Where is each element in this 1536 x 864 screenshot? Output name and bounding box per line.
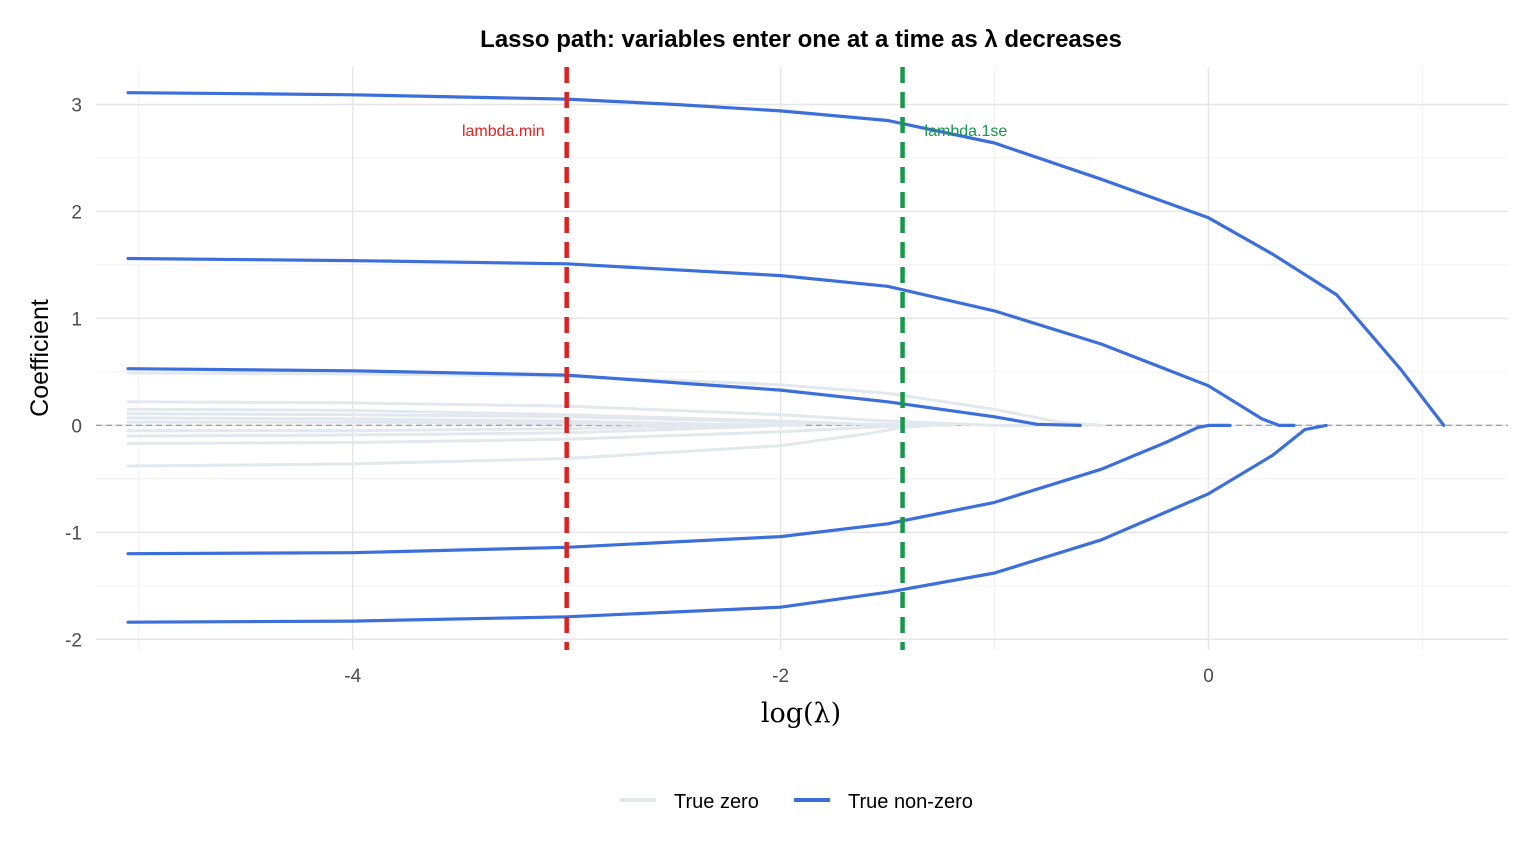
y-tick-label: 2 [71,202,82,223]
y-tick-label: -2 [65,630,82,651]
x-axis-ticks: -4 -2 0 [344,666,1213,687]
true-zero-coefficient-line [126,371,1103,427]
true-zero-coefficient-line [126,412,932,427]
y-axis-ticks: -2 -1 0 1 2 3 [65,95,82,651]
lambda-1se-label: lambda.1se [925,123,1008,140]
y-tick-label: 1 [71,309,82,330]
x-tick-label: 0 [1203,666,1214,687]
x-tick-label: -4 [344,666,361,687]
legend-label-true-nonzero: True non-zero [848,791,973,813]
true-nonzero-coefficient-line [126,423,1328,624]
y-tick-label: -1 [65,523,82,544]
y-axis-title: Coefficient [26,299,54,417]
x-axis-title: log(λ) [761,698,841,729]
legend-label-true-zero: True zero [674,791,759,813]
x-tick-label: -2 [772,666,789,687]
y-tick-label: 0 [71,416,82,437]
true-nonzero-coefficient-line [126,256,1296,427]
true-zero-coefficient-line [126,400,1039,427]
true-zero-series-group [126,371,1103,468]
true-nonzero-coefficient-line [126,91,1446,427]
true-nonzero-series-group [126,91,1446,624]
true-zero-coefficient-line [126,423,911,445]
true-nonzero-coefficient-line [126,367,1082,427]
legend: True zero True non-zero [620,791,973,813]
true-nonzero-coefficient-line [126,423,1232,556]
gridlines [96,67,1508,650]
lambda-min-label: lambda.min [462,123,545,140]
y-tick-label: 3 [71,95,82,116]
chart-title: Lasso path: variables enter one at a tim… [480,26,1122,53]
lambda-reference-lines: lambda.min lambda.1se [462,67,1007,650]
